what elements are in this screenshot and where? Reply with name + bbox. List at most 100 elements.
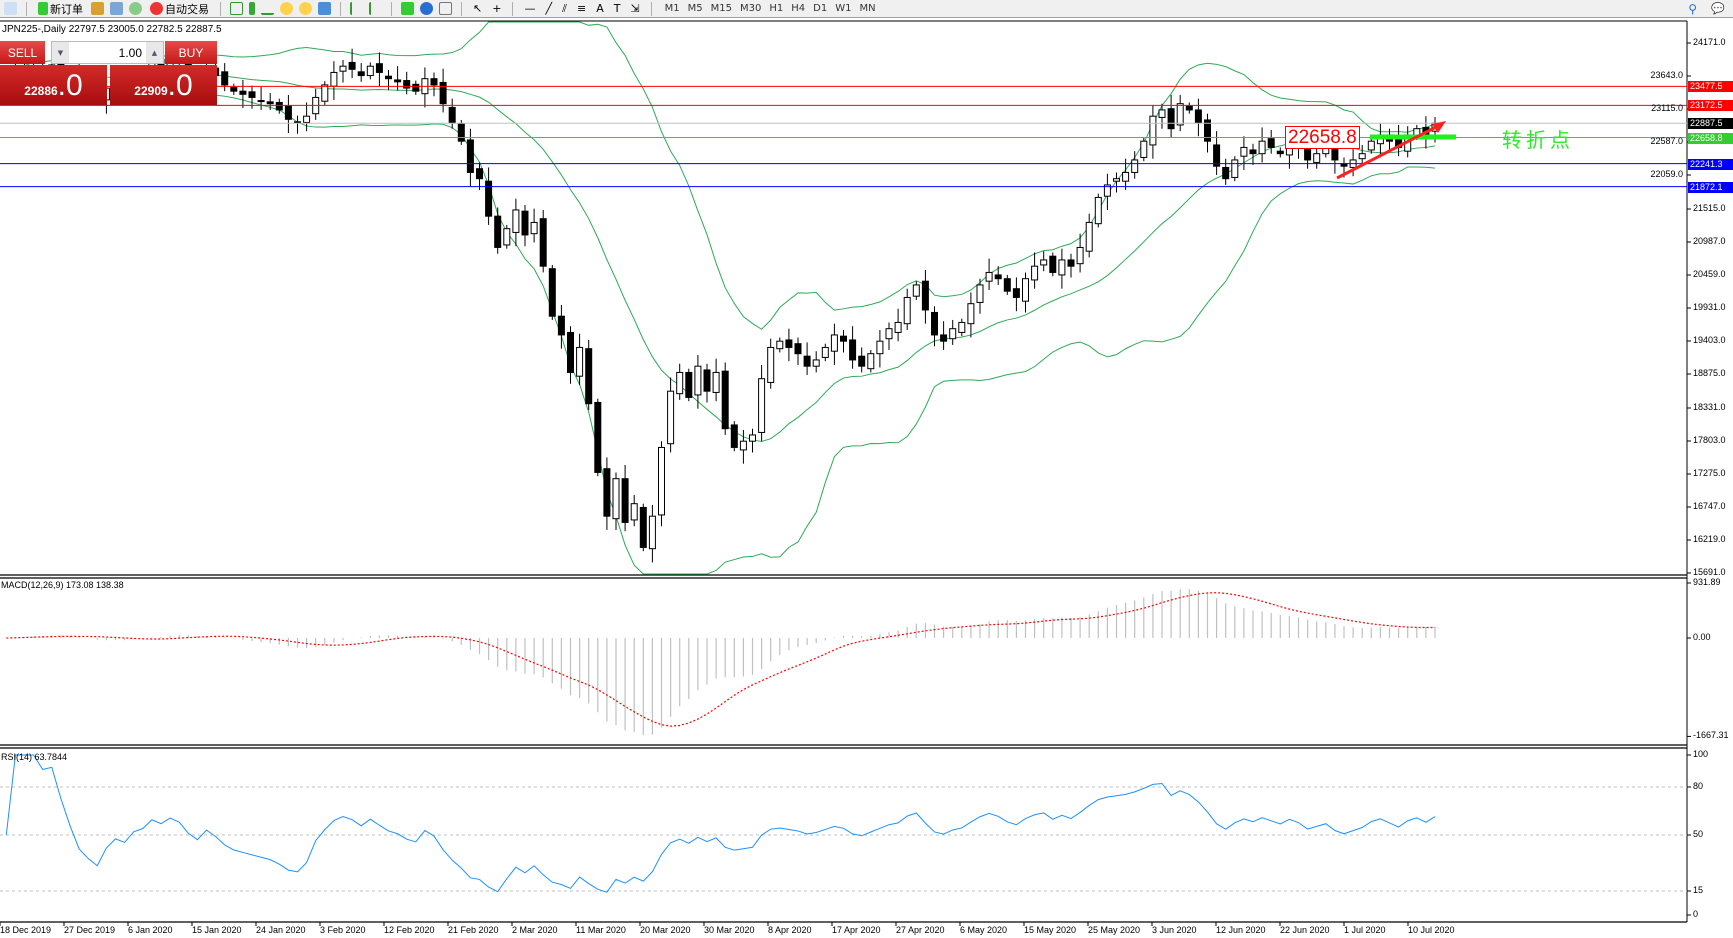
candle-bear bbox=[494, 215, 502, 248]
trendline-icon[interactable]: ╱ bbox=[545, 2, 553, 15]
candle-bull bbox=[1149, 115, 1157, 146]
candle-bear bbox=[721, 370, 729, 430]
price-axis-label: 23643.0 bbox=[1650, 70, 1683, 80]
candle-bear bbox=[621, 478, 629, 523]
period-h4[interactable]: H4 bbox=[791, 3, 806, 14]
chat-icon[interactable]: 💬 bbox=[1711, 2, 1725, 15]
lot-size-stepper[interactable]: ▼ 1.00 ▲ bbox=[51, 41, 164, 64]
line-chart-icon[interactable] bbox=[261, 2, 274, 15]
date-axis-label: 24 Jan 2020 bbox=[256, 925, 306, 935]
candle-bull bbox=[758, 378, 766, 433]
buy-price-tile[interactable]: 22909.0 bbox=[110, 65, 217, 105]
date-axis-label: 12 Jun 2020 bbox=[1216, 925, 1266, 935]
candle-bull bbox=[667, 390, 675, 445]
turning-point-label[interactable]: 转折点 bbox=[1502, 128, 1574, 152]
cursor-icon[interactable]: ↖ bbox=[473, 2, 483, 15]
signals-icon[interactable] bbox=[110, 2, 123, 15]
new-order-button[interactable]: 新订单 bbox=[36, 1, 85, 16]
price-annotation[interactable]: 22658.8 bbox=[1285, 126, 1360, 149]
lot-size-input[interactable]: 1.00 bbox=[118, 45, 142, 60]
gold-icon[interactable] bbox=[91, 2, 104, 15]
market-icon[interactable] bbox=[129, 2, 142, 15]
toolbar-separator bbox=[391, 1, 392, 16]
horizontal-line-icon[interactable]: — bbox=[524, 2, 536, 15]
date-axis-label: 27 Dec 2019 bbox=[64, 925, 116, 935]
candle-bear bbox=[840, 335, 847, 342]
chart-shift-icon[interactable] bbox=[369, 2, 382, 15]
date-axis-label: 2 Mar 2020 bbox=[512, 925, 558, 935]
price-axis-label: 16219.0 bbox=[1693, 534, 1726, 544]
sell-price-tile[interactable]: 22886.0 bbox=[0, 65, 107, 105]
price-axis-label: 15691.0 bbox=[1693, 567, 1726, 577]
period-w1[interactable]: W1 bbox=[835, 3, 852, 14]
period-d1[interactable]: D1 bbox=[813, 3, 828, 14]
buy-price-fraction: .0 bbox=[167, 69, 193, 102]
candle-bear bbox=[603, 468, 611, 517]
channel-icon[interactable]: ⫽ bbox=[562, 1, 567, 15]
candle-chart-icon[interactable] bbox=[249, 2, 255, 15]
period-m30[interactable]: M30 bbox=[740, 3, 762, 14]
candle-bull bbox=[530, 221, 538, 235]
fibonacci-icon[interactable]: ≡ bbox=[576, 2, 587, 15]
date-axis-label: 1 Jul 2020 bbox=[1344, 925, 1386, 935]
zoom-out-icon[interactable] bbox=[299, 2, 312, 15]
candle-bear bbox=[1222, 166, 1230, 180]
candle-bull bbox=[1313, 153, 1321, 163]
periods-clock-icon[interactable] bbox=[420, 2, 433, 15]
candle-bear bbox=[1067, 259, 1075, 267]
candle-bull bbox=[1022, 278, 1029, 302]
candle-bull bbox=[1113, 178, 1120, 182]
period-m15[interactable]: M15 bbox=[710, 3, 733, 14]
candle-bear bbox=[1276, 150, 1284, 155]
tile-windows-icon[interactable] bbox=[318, 2, 331, 15]
text-icon[interactable]: A bbox=[596, 2, 604, 15]
magnifier-icon[interactable] bbox=[4, 2, 17, 15]
candle-bull bbox=[694, 365, 702, 396]
macd-axis-label: 0.00 bbox=[1693, 632, 1711, 642]
new-order-label: 新订单 bbox=[50, 2, 83, 16]
arrows-icon[interactable]: ⇲ bbox=[630, 2, 640, 15]
candle-bull bbox=[949, 328, 957, 340]
rsi-axis-label: 0 bbox=[1693, 909, 1699, 919]
bar-chart-icon[interactable] bbox=[230, 2, 243, 15]
candle-bull bbox=[1240, 146, 1248, 157]
price-axis-label: 22587.0 bbox=[1650, 136, 1683, 146]
candle-bear bbox=[994, 274, 1002, 280]
candle-bear bbox=[412, 83, 420, 92]
candle-bear bbox=[466, 139, 474, 173]
increase-lot-button[interactable]: ▲ bbox=[146, 42, 163, 63]
autoscroll-icon[interactable] bbox=[350, 2, 363, 15]
trendline-arrow-icon bbox=[1432, 121, 1446, 133]
bollinger-middle-band bbox=[6, 69, 1436, 443]
candle-bear bbox=[730, 424, 738, 448]
candle-bull bbox=[1085, 221, 1093, 252]
candle-bear bbox=[785, 339, 793, 348]
buy-button[interactable]: BUY bbox=[165, 41, 217, 64]
macd-signal-line bbox=[6, 592, 1436, 727]
period-mn[interactable]: MN bbox=[859, 3, 876, 14]
crosshair-icon[interactable]: + bbox=[492, 2, 502, 15]
candle-bull bbox=[512, 209, 520, 233]
search-icon[interactable]: ⚲ bbox=[1688, 1, 1697, 16]
candle-bull bbox=[330, 71, 338, 87]
candle-bull bbox=[812, 359, 820, 367]
candle-bear bbox=[239, 90, 247, 95]
templates-icon[interactable] bbox=[439, 2, 452, 15]
auto-trading-button[interactable]: 自动交易 bbox=[148, 1, 211, 16]
candle-bear bbox=[430, 78, 438, 86]
candle-bull bbox=[876, 340, 884, 355]
text-label-icon[interactable]: T bbox=[613, 2, 621, 15]
period-m5[interactable]: M5 bbox=[687, 3, 703, 14]
period-m1[interactable]: M1 bbox=[664, 3, 680, 14]
candle-bull bbox=[1231, 159, 1239, 178]
date-axis-label: 27 Apr 2020 bbox=[896, 925, 945, 935]
candle-bull bbox=[894, 321, 902, 333]
decrease-lot-button[interactable]: ▼ bbox=[52, 42, 69, 63]
candle-bear bbox=[485, 180, 493, 217]
sell-button[interactable]: SELL bbox=[0, 41, 45, 64]
indicators-icon[interactable] bbox=[401, 2, 414, 15]
rsi-axis-label: 100 bbox=[1693, 749, 1709, 759]
period-h1[interactable]: H1 bbox=[769, 3, 784, 14]
zoom-in-icon[interactable] bbox=[280, 2, 293, 15]
